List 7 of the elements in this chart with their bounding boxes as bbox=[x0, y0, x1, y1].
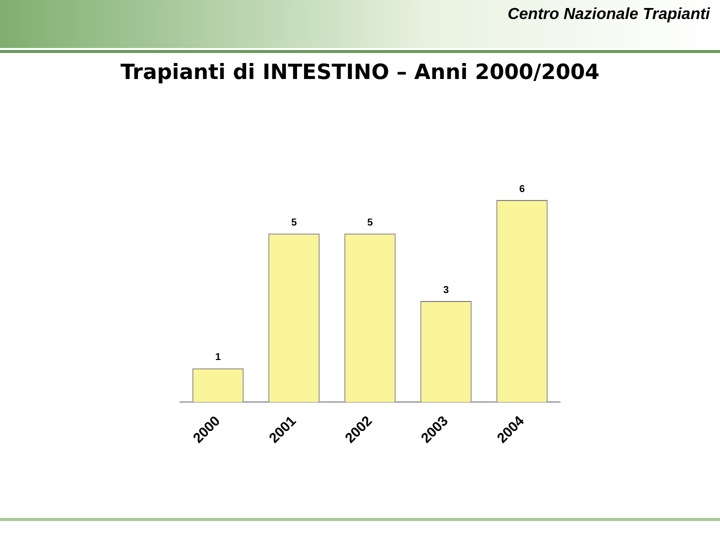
data-label: 5 bbox=[367, 217, 374, 228]
data-label: 3 bbox=[443, 284, 450, 296]
data-label: 6 bbox=[519, 184, 526, 195]
chart-title: Trapianti di INTESTINO – Anni 2000/2004 bbox=[119, 60, 601, 84]
data-label: 1 bbox=[215, 352, 222, 364]
text: Centro Nazionale Trapianti bbox=[508, 6, 710, 24]
data-label: 5 bbox=[291, 217, 298, 228]
